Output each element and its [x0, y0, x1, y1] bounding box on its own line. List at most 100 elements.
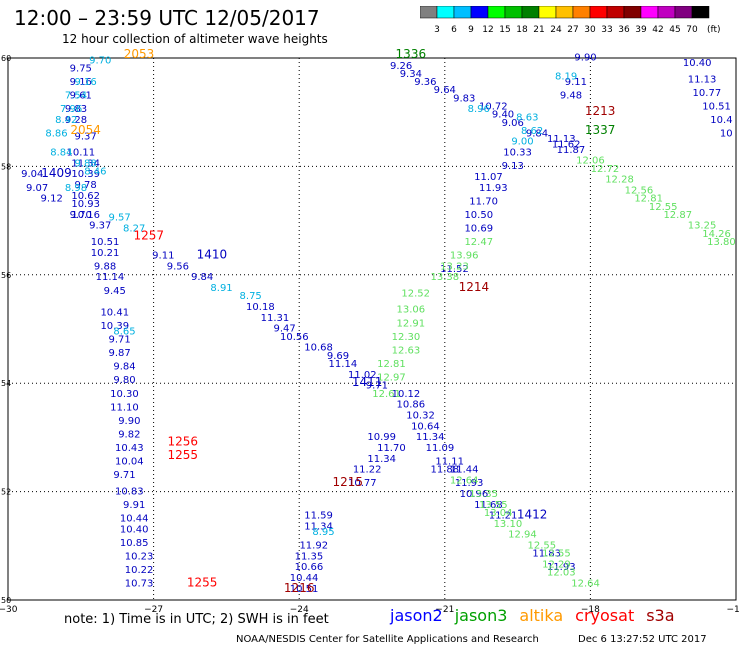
swh-value-label: 9.13 [502, 161, 524, 172]
swh-value-label: 13.80 [707, 237, 736, 248]
scale-tick-label: 21 [533, 25, 544, 35]
swh-value-label: 13.35 [469, 489, 498, 500]
swh-value-label: 8.95 [312, 527, 334, 538]
swh-value-label: 10.40 [120, 524, 149, 535]
swh-value-label: 9.16 [75, 77, 97, 88]
pass-number-label: 1410 [197, 248, 228, 262]
swh-value-label: 10.72 [479, 101, 508, 112]
swh-value-label: 9.83 [453, 93, 475, 104]
swh-value-label: 7.54 [65, 91, 87, 102]
swh-value-label: 8.27 [123, 223, 145, 234]
scale-swatch [691, 6, 710, 19]
swh-value-label: 10.39 [71, 169, 100, 180]
swh-value-label: 11.09 [426, 443, 455, 454]
pass-number-label: 1213 [585, 104, 616, 118]
swh-value-label: 8.96 [468, 104, 490, 115]
swh-value-label: 9.90 [574, 53, 596, 64]
pass-number-label: 1214 [459, 280, 490, 294]
swh-value-label: 11.68 [474, 500, 503, 511]
swh-value-label: 12.72 [591, 164, 620, 175]
pass-number-label: 1216 [284, 581, 315, 595]
swh-value-label: 9.88 [94, 261, 116, 272]
swh-value-label: 9.11 [152, 251, 174, 262]
swh-value-label: 9.12 [41, 194, 63, 205]
pass-number-label: 1255 [167, 448, 198, 462]
footnote: note: 1) Time is in UTC; 2) SWH is in fe… [64, 612, 329, 627]
swh-value-label: 10.18 [246, 302, 275, 313]
swh-value-label: 11.62 [552, 139, 581, 150]
y-tick-label: 60 [1, 54, 11, 63]
swh-value-label: 8.91 [210, 283, 232, 294]
swh-value-label: 9.82 [118, 429, 140, 440]
swh-value-label: 11.59 [304, 511, 333, 522]
swh-value-label: 10.51 [91, 237, 120, 248]
swh-value-label: 12.55 [528, 541, 557, 552]
swh-value-label: 10 [720, 129, 733, 140]
y-tick-label: 58 [1, 162, 11, 171]
swh-value-label: 12.56 [625, 186, 654, 197]
swh-value-label: 12.94 [508, 530, 537, 541]
swh-value-label: 12.97 [377, 372, 406, 383]
scale-tick-label: 36 [618, 25, 630, 35]
scale-units: (ft) [707, 25, 721, 35]
swh-value-label: 9.47 [274, 324, 296, 335]
swh-value-label: 11.21 [489, 511, 518, 522]
swh-value-label: 11.93 [455, 478, 484, 489]
swh-value-label: 11.34 [71, 158, 100, 169]
pass-number-label: 1256 [167, 435, 198, 449]
swh-value-label: 9.48 [560, 91, 582, 102]
swh-value-label: 12.29 [542, 559, 571, 570]
swh-value-label: 9.84 [191, 272, 213, 283]
pass-number-label: 2053 [124, 47, 155, 61]
swh-value-label: 9.90 [118, 416, 140, 427]
swh-value-label: 9.57 [108, 213, 130, 224]
pass-number-label: 1411 [352, 375, 383, 389]
swh-value-label: 10.41 [100, 307, 129, 318]
y-tick-label: 54 [1, 379, 11, 388]
scale-tick-label: 70 [686, 25, 698, 35]
swh-value-label: 10.86 [397, 400, 426, 411]
swh-value-label: 10.66 [295, 562, 324, 573]
swh-value-label: 10.96 [460, 489, 489, 500]
swh-value-label: 9.78 [75, 180, 97, 191]
swh-value-label: 11.92 [299, 541, 328, 552]
swh-value-label: 11.35 [295, 551, 324, 562]
swh-value-label: 10.44 [290, 573, 319, 584]
swh-value-label: 12.87 [663, 210, 692, 221]
pass-number-label: 1337 [585, 123, 616, 137]
scale-tick-label: 6 [451, 25, 457, 35]
swh-value-label: 9.26 [390, 61, 412, 72]
swh-value-label: 13.96 [450, 251, 479, 262]
swh-value-label: 11.31 [261, 313, 290, 324]
swh-value-label: 11.13 [547, 134, 576, 145]
swh-value-label: 9.64 [434, 85, 456, 96]
swh-value-label: 10.51 [702, 101, 731, 112]
swh-value-label: 9.40 [492, 110, 514, 121]
swh-value-label: 9.83 [65, 104, 87, 115]
swh-value-label: 9.84 [526, 129, 548, 140]
chart-subtitle: 12 hour collection of altimeter wave hei… [62, 32, 328, 46]
swh-value-label: 12.63 [392, 345, 421, 356]
swh-value-label: 10.83 [115, 486, 144, 497]
swh-value-label: 10.21 [91, 248, 120, 259]
legend-item-altika: altika [519, 606, 564, 625]
swh-value-label: 9.71 [366, 381, 388, 392]
swh-value-label: 11.11 [435, 457, 464, 468]
swh-value-label: 12.91 [397, 318, 426, 329]
swh-value-label: 13.04 [484, 508, 513, 519]
swh-value-label: 10.99 [367, 432, 396, 443]
swh-value-label: 9.71 [113, 470, 135, 481]
swh-value-label: 12.28 [605, 175, 634, 186]
swh-value-label: 12.55 [542, 549, 571, 560]
swh-value-label: 9.07 [26, 183, 48, 194]
swh-value-label: 8.65 [113, 326, 135, 337]
swh-value-label: 10.56 [280, 332, 309, 343]
swh-value-label: 13.06 [397, 305, 426, 316]
scale-tick-label: 27 [567, 25, 578, 35]
swh-value-label: 11.34 [367, 454, 396, 465]
swh-value-label: 12.64 [450, 475, 479, 486]
swh-value-label: 10.73 [125, 578, 154, 589]
swh-value-label: 9.75 [70, 64, 92, 75]
swh-value-label: 12.61 [372, 389, 401, 400]
